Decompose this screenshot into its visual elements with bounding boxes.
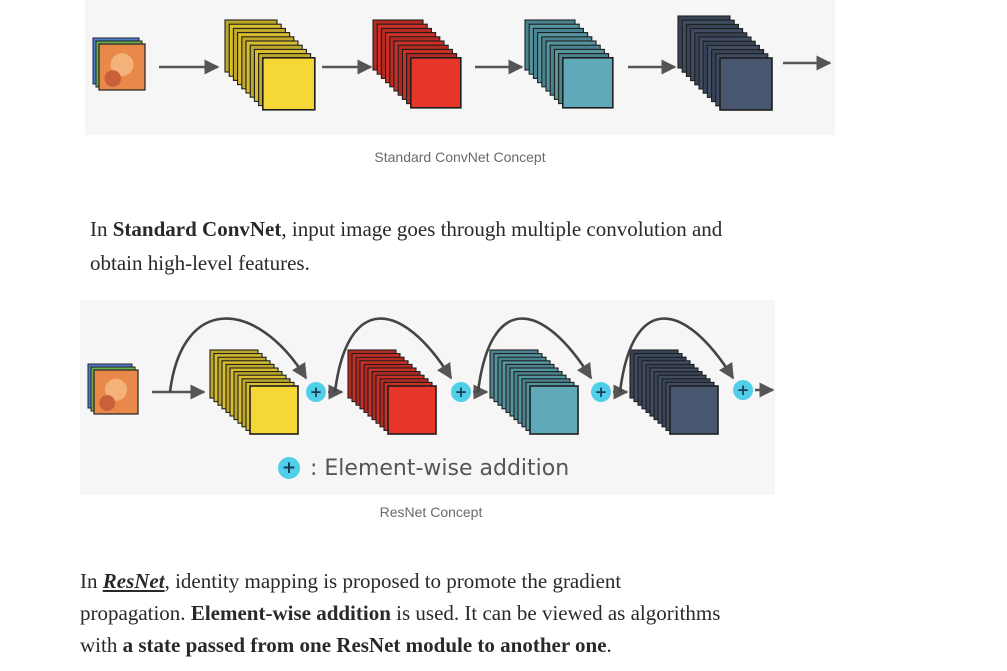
yellow-feature-stack (224, 19, 316, 111)
plus-icon: + (278, 457, 300, 479)
standard-convnet-paragraph: In Standard ConvNet, input image goes th… (90, 212, 850, 280)
skip-connection-1 (168, 317, 308, 393)
red-feature-stack (347, 349, 437, 435)
para2-prefix: In (80, 569, 103, 593)
element-wise-addition-legend: + : Element-wise addition (278, 453, 569, 483)
standard-convnet-figure (85, 0, 835, 135)
figure2-caption: ResNet Concept (379, 504, 483, 520)
legend-label: : Element-wise addition (310, 455, 570, 481)
figure1-caption: Standard ConvNet Concept (374, 149, 546, 165)
svg-text:+: + (310, 383, 323, 401)
para1-line2: obtain high-level features. (90, 251, 310, 275)
svg-text:+: + (737, 381, 750, 399)
red-feature-stack (372, 19, 462, 109)
para2-line3-start: with (80, 633, 123, 657)
input-image (92, 37, 146, 91)
para2-line1: , identity mapping is proposed to promot… (164, 569, 622, 593)
standard-convnet-term: Standard ConvNet (112, 217, 282, 241)
element-wise-addition-term: Element-wise addition (190, 601, 391, 625)
state-passed-term: a state passed from one ResNet module to… (122, 633, 607, 657)
resnet-diagram: + + + + (87, 317, 775, 435)
resnet-paragraph: In ResNet, identity mapping is proposed … (80, 565, 860, 661)
resnet-figure: + + + + + : Element-wise addition (80, 300, 775, 495)
standard-convnet-diagram (92, 15, 832, 111)
svg-text:+: + (595, 383, 608, 401)
skip-connection-3 (476, 317, 593, 393)
yellow-feature-stack (209, 349, 299, 435)
para2-line3-end: . (606, 633, 612, 657)
teal-feature-stack (489, 349, 579, 435)
para1-prefix: In (90, 217, 113, 241)
skip-connection-4 (618, 317, 735, 393)
teal-feature-stack (524, 19, 614, 109)
plus-icon: + (733, 380, 753, 400)
input-image (87, 363, 139, 415)
navy-feature-stack (629, 349, 719, 435)
para2-line2-start: propagation. (80, 601, 191, 625)
resnet-link[interactable]: ResNet (102, 569, 165, 593)
plus-icon: + (451, 382, 471, 402)
skip-connection-2 (333, 317, 453, 393)
navy-feature-stack (677, 15, 773, 111)
plus-icon: + (591, 382, 611, 402)
plus-icon: + (306, 382, 326, 402)
para1-line1: , input image goes through multiple conv… (281, 217, 723, 241)
svg-text:+: + (455, 383, 468, 401)
para2-line2-rest: is used. It can be viewed as algorithms (390, 601, 721, 625)
